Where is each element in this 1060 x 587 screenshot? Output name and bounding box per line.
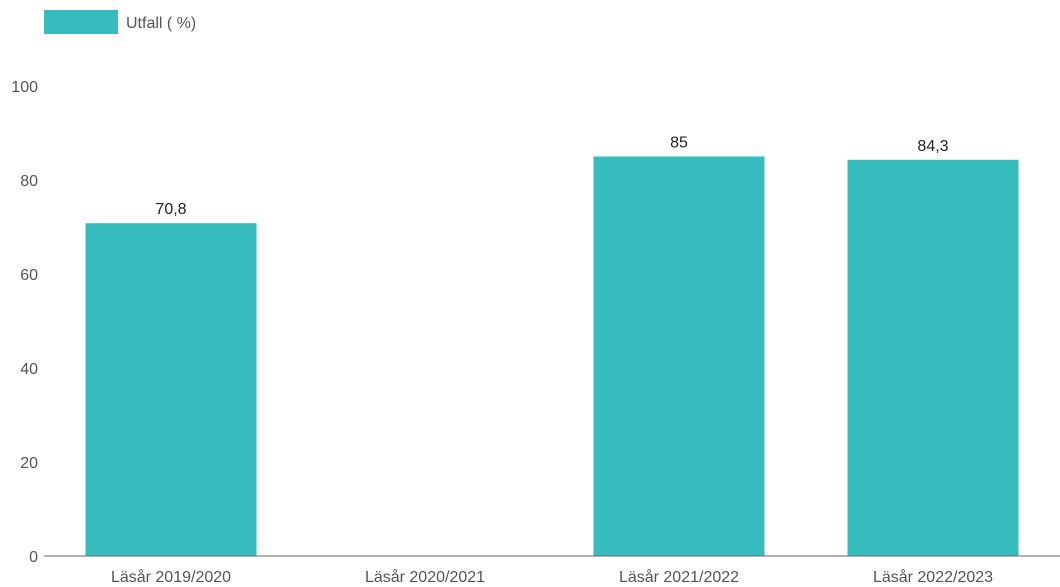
x-category-label: Läsår 2021/2022 bbox=[619, 568, 739, 586]
legend: Utfall ( %) bbox=[44, 10, 196, 34]
bar bbox=[847, 159, 1019, 557]
x-category-label: Läsår 2020/2021 bbox=[365, 568, 485, 586]
x-axis: Läsår 2019/2020 Läsår 2020/2021 Läsår 2021… bbox=[111, 568, 993, 586]
x-category-label: Läsår 2022/2023 bbox=[873, 568, 993, 586]
y-tick-label: 60 bbox=[20, 267, 38, 284]
bar-value-label: 70,8 bbox=[155, 201, 186, 218]
legend-label: Utfall ( %) bbox=[126, 15, 196, 32]
bars: 70,8 85 84,3 bbox=[85, 135, 1019, 557]
y-axis: 0 20 40 60 80 100 bbox=[11, 79, 38, 566]
y-tick-label: 40 bbox=[20, 361, 38, 378]
y-tick-label: 0 bbox=[29, 549, 38, 566]
bar bbox=[85, 223, 257, 557]
bar-value-label: 84,3 bbox=[917, 138, 948, 155]
legend-swatch bbox=[44, 10, 118, 34]
y-tick-label: 80 bbox=[20, 173, 38, 190]
y-tick-label: 20 bbox=[20, 455, 38, 472]
x-category-label: Läsår 2019/2020 bbox=[111, 568, 231, 586]
y-tick-label: 100 bbox=[11, 79, 38, 96]
bar bbox=[593, 156, 765, 556]
bar-value-label: 85 bbox=[670, 135, 688, 152]
